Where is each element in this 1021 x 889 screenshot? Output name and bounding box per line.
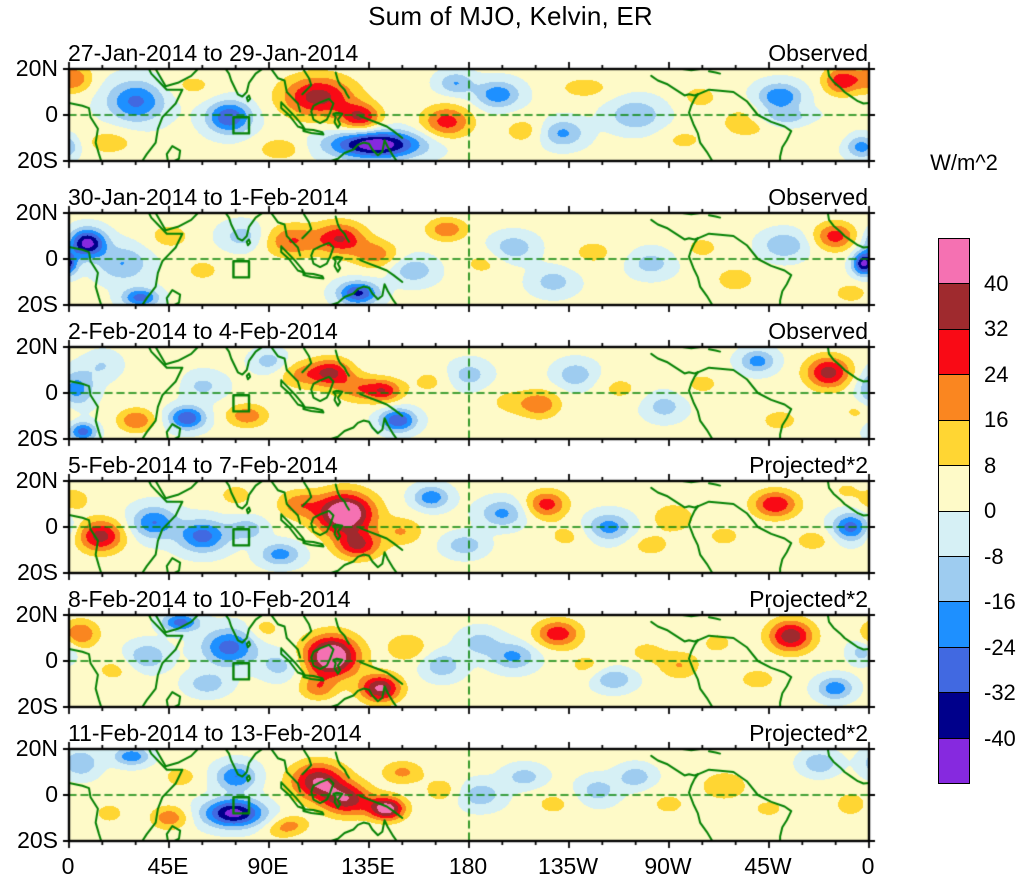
panel-1-ytick-20n: 20N <box>15 55 58 81</box>
colorbar-tick-label: 24 <box>984 361 1009 387</box>
panel-1-contour-map <box>60 60 878 170</box>
panel-4-ytick-0: 0 <box>45 513 58 539</box>
xtick-45e: 45E <box>147 853 189 879</box>
panel-3-contour-map <box>60 338 878 448</box>
panel-4-ytick-20s: 20S <box>17 559 58 585</box>
colorbar-segment <box>939 239 969 285</box>
panel-6-ytick-20n: 20N <box>15 735 58 761</box>
panel-3-ytick-20n: 20N <box>15 333 58 359</box>
figure-title: Sum of MJO, Kelvin, ER <box>368 1 653 31</box>
panel-3-ytick-20s: 20S <box>17 425 58 451</box>
panel-2-ytick-20n: 20N <box>15 199 58 225</box>
colorbar-segment <box>939 556 969 603</box>
panel-5-ytick-20n: 20N <box>15 601 58 627</box>
xtick-0-right: 0 <box>861 853 875 879</box>
colorbar-segment <box>939 738 969 784</box>
xtick-45w: 45W <box>744 853 792 879</box>
panel-6-ytick-20s: 20S <box>17 827 58 853</box>
colorbar-units-label: W/m^2 <box>930 150 998 175</box>
panel-1-ytick-20s: 20S <box>17 147 58 173</box>
colorbar-segment <box>939 647 969 694</box>
colorbar-tick-label: -40 <box>984 725 1016 751</box>
colorbar-tick-label: 32 <box>984 316 1009 341</box>
colorbar-tick-label: 40 <box>984 270 1009 296</box>
colorbar-tick-label: -8 <box>984 543 1004 569</box>
colorbar-segment <box>939 511 969 557</box>
colorbar-tick-label: 8 <box>984 452 997 478</box>
colorbar-tick-label: 0 <box>984 498 997 523</box>
panel-6-contour-map <box>60 740 878 850</box>
colorbar-segment <box>939 284 969 330</box>
xtick-135w: 135W <box>537 853 599 879</box>
xtick-180: 180 <box>448 853 488 879</box>
colorbar-tick-label: -16 <box>984 589 1016 614</box>
colorbar-tick-label: -24 <box>984 634 1016 660</box>
colorbar <box>938 238 970 784</box>
panel-6-ytick-0: 0 <box>45 781 58 807</box>
panel-1-ytick-0: 0 <box>45 101 58 127</box>
colorbar-segment <box>939 466 969 512</box>
xtick-90e: 90E <box>247 853 289 879</box>
panel-4-ytick-20n: 20N <box>15 467 58 493</box>
colorbar-segment <box>939 693 969 739</box>
colorbar-tick-label: -32 <box>984 680 1016 705</box>
panel-2-ytick-0: 0 <box>45 245 58 271</box>
panel-2-ytick-20s: 20S <box>17 291 58 317</box>
panel-3-ytick-0: 0 <box>45 379 58 405</box>
panel-5-ytick-20s: 20S <box>17 693 58 719</box>
colorbar-segment <box>939 602 969 648</box>
xtick-90w: 90W <box>644 853 692 879</box>
colorbar-segment <box>939 420 969 467</box>
colorbar-segment <box>939 329 969 376</box>
panel-5-contour-map <box>60 606 878 716</box>
xtick-135e: 135E <box>341 853 395 879</box>
panel-4-contour-map <box>60 472 878 582</box>
colorbar-segment <box>939 375 969 421</box>
xtick-0-left: 0 <box>61 853 75 879</box>
panel-2-contour-map <box>60 204 878 314</box>
colorbar-tick-label: 16 <box>984 407 1009 432</box>
panel-5-ytick-0: 0 <box>45 647 58 673</box>
